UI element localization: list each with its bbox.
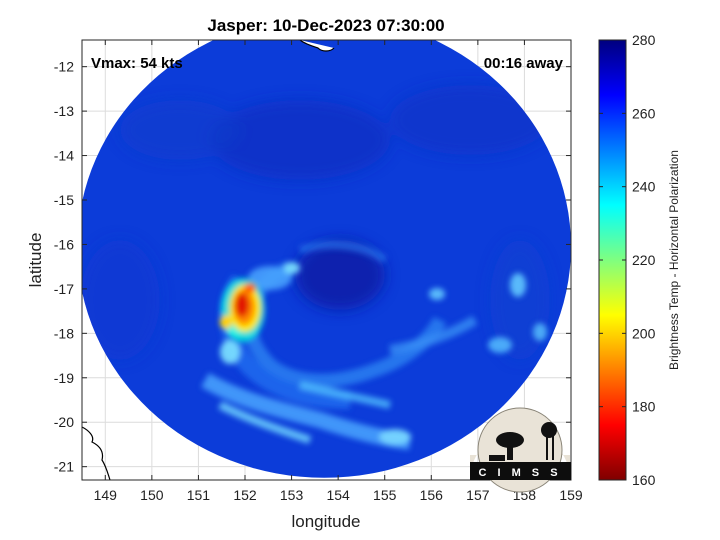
x-tick-label: 155 [373,487,397,503]
y-tick-label: -13 [54,103,74,119]
coastline [82,40,335,480]
cimss-logo-text: C I M S S [478,467,561,479]
cimss-logo: C I M S S [470,407,571,493]
y-axis: -12 -13 -14 -15 -16 -17 -18 -19 -20 -21 [54,59,571,475]
vmax-annotation: Vmax: 54 kts [91,55,183,72]
y-tick-label: -15 [54,192,74,208]
y-tick-label: -17 [54,281,74,297]
swath-features [82,85,550,450]
colorbar-tick-label: 200 [632,325,656,341]
x-tick-label: 157 [466,487,490,503]
time-away-annotation: 00:16 away [484,55,564,72]
y-tick-label: -18 [54,325,74,341]
x-axis-label: longitude [291,512,360,531]
colorbar-label: Brightness Temp - Horizontal Polarizatio… [667,150,681,370]
colorbar: 160 180 200 220 240 260 280 Brightness Temp - … [598,32,681,488]
y-tick-label: -12 [54,59,74,75]
x-tick-label: 152 [233,487,257,503]
plot-frame [81,39,572,481]
chart-title: Jasper: 10-Dec-2023 07:30:00 [207,16,444,35]
x-tick-label: 159 [559,487,583,503]
colorbar-tick-label: 280 [632,32,656,48]
x-tick-label: 151 [187,487,211,503]
x-tick-label: 154 [326,487,350,503]
y-tick-label: -21 [54,459,74,475]
x-tick-label: 149 [94,487,118,503]
y-tick-label: -16 [54,236,74,252]
x-tick-label: 156 [420,487,444,503]
x-axis: 149 150 151 152 153 154 155 156 157 158 159 [94,40,583,503]
y-tick-label: -19 [54,370,74,386]
colorbar-ticks: 160 180 200 220 240 260 280 [599,32,656,488]
swath-layer [82,40,571,478]
x-tick-label: 150 [140,487,164,503]
colorbar-tick-label: 160 [632,472,656,488]
colorbar-tick-label: 180 [632,399,656,415]
y-tick-label: -20 [54,414,74,430]
colorbar-tick-label: 240 [632,179,656,195]
y-tick-label: -14 [54,148,74,164]
y-axis-label: latitude [26,233,45,288]
colorbar-tick-label: 220 [632,252,656,268]
x-tick-label: 153 [280,487,304,503]
colorbar-tick-label: 260 [632,105,656,121]
colorbar-gradient [598,39,627,481]
